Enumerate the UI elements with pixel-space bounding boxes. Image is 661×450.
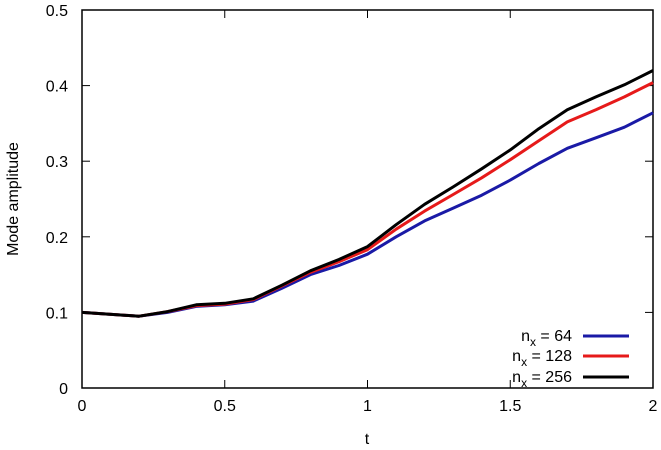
series-line-0 bbox=[81, 111, 654, 318]
y-tick-label: 0.1 bbox=[46, 305, 68, 322]
axis-ticks: 0 0.5 1 1.5 2 0 0.1 0.2 0.3 0.4 0.5 bbox=[46, 3, 658, 415]
y-tick-label: 0.3 bbox=[46, 154, 68, 171]
y-tick-label: 0.5 bbox=[46, 3, 68, 20]
y-tick-label: 0.2 bbox=[46, 230, 68, 247]
x-tick-label: 0 bbox=[78, 398, 87, 415]
x-tick-label: 1.5 bbox=[499, 398, 521, 415]
legend-subscript: x bbox=[521, 355, 527, 369]
series-line-2 bbox=[81, 69, 654, 318]
legend-subscript: x bbox=[521, 376, 527, 390]
legend-label-1: nx = 128 bbox=[512, 348, 572, 369]
legend-value: = 256 bbox=[527, 369, 572, 386]
legend-label-0: nx = 64 bbox=[521, 328, 572, 349]
y-tick-label: 0 bbox=[59, 381, 68, 398]
series-lines bbox=[81, 69, 654, 318]
legend-value: = 64 bbox=[536, 328, 572, 345]
x-tick-label: 1 bbox=[363, 398, 372, 415]
series-line-1 bbox=[81, 81, 654, 318]
legend-label-2: nx = 256 bbox=[512, 369, 572, 390]
x-axis-label: t bbox=[365, 431, 370, 448]
x-tick-label: 0.5 bbox=[214, 398, 236, 415]
legend-symbol: n bbox=[512, 348, 521, 365]
y-tick-label: 0.4 bbox=[46, 79, 68, 96]
legend-value: = 128 bbox=[527, 348, 572, 365]
y-axis-label: Mode amplitude bbox=[5, 142, 22, 256]
legend-subscript: x bbox=[530, 335, 536, 349]
legend-symbol: n bbox=[521, 328, 530, 345]
x-tick-label: 2 bbox=[649, 398, 658, 415]
legend-symbol: n bbox=[512, 369, 521, 386]
